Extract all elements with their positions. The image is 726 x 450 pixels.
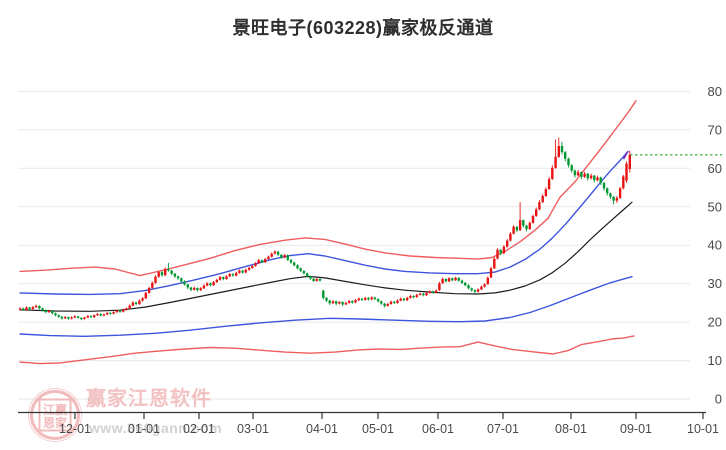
y-axis-label: 80 xyxy=(708,84,722,99)
x-axis-label: 04-01 xyxy=(306,422,338,436)
x-axis-label: 08-01 xyxy=(555,422,587,436)
channel-line-lower-blue xyxy=(19,276,633,337)
seal-text-row2: 恩家 xyxy=(43,415,68,430)
candles xyxy=(18,137,631,321)
x-axis-label: 03-01 xyxy=(237,422,269,436)
channel-line-upper-red xyxy=(19,99,637,277)
x-axis-label: 12-01 xyxy=(59,422,91,436)
watermark-brand: 赢家江恩软件 xyxy=(86,386,212,410)
x-axis-label: 07-01 xyxy=(487,422,519,436)
watermark: 江赢 恩家 赢家江恩软件 www.360gann.com xyxy=(28,386,222,442)
channel-line-upper-blue xyxy=(19,150,629,296)
x-axis-label: 10-01 xyxy=(687,422,719,436)
y-axis-label: 20 xyxy=(708,315,722,330)
blue-line-purple-tip xyxy=(622,151,629,160)
x-axis-label: 05-01 xyxy=(362,422,394,436)
watermark-url: www.360gann.com xyxy=(88,420,222,436)
y-axis-label: 0 xyxy=(715,392,722,407)
chart-title: 景旺电子(603228)赢家极反通道 xyxy=(232,18,494,38)
y-axis-label: 70 xyxy=(708,122,722,137)
seal-text-row1: 江赢 xyxy=(43,402,67,417)
watermark-seal-icon: 江赢 恩家 xyxy=(28,388,82,442)
x-axis-label: 06-01 xyxy=(422,422,454,436)
channel-lines xyxy=(19,99,637,365)
channel-line-middle-black xyxy=(19,201,633,312)
x-axis-label: 01-01 xyxy=(128,422,160,436)
channel-line-lower-red xyxy=(19,335,635,365)
y-axis-label: 40 xyxy=(708,238,722,253)
axes: 12-01 01-01 02-01 03-01 04-01 05-01 06-01 07-01… xyxy=(18,84,722,436)
y-axis-label: 30 xyxy=(708,276,722,291)
y-axis-label: 50 xyxy=(708,199,722,214)
y-axis-label: 10 xyxy=(708,353,722,368)
x-axis-label: 02-01 xyxy=(183,422,215,436)
gridlines xyxy=(18,90,690,400)
y-axis-label: 60 xyxy=(708,161,722,176)
x-axis-label: 09-01 xyxy=(620,422,652,436)
